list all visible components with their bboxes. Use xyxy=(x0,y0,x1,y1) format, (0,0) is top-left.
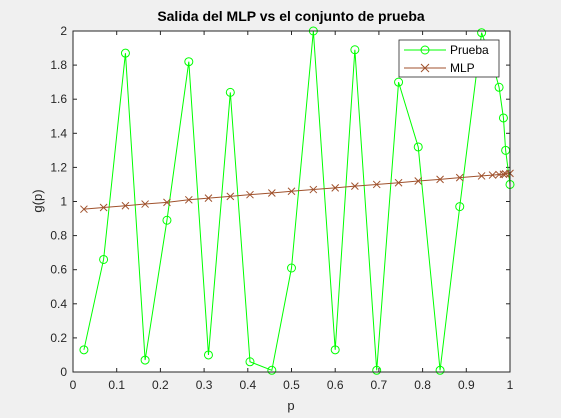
y-tick-label: 2 xyxy=(60,24,67,38)
data-point-mlp xyxy=(351,182,359,191)
data-point-mlp xyxy=(267,189,276,197)
legend-marker-prueba xyxy=(420,45,430,55)
data-point-mlp xyxy=(99,203,108,212)
data-point-mlp xyxy=(204,194,213,202)
x-tick-label: 1 xyxy=(507,378,514,392)
data-point-prueba xyxy=(79,345,89,355)
data-point-mlp xyxy=(226,192,235,201)
x-tick-label: 0.4 xyxy=(239,378,256,392)
data-point-mlp xyxy=(436,175,444,184)
y-tick-label: 0.8 xyxy=(50,229,67,243)
legend-label-mlp: MLP xyxy=(450,61,475,75)
axis-ticks: 0 0.1 0.2 0.3 0.4 0.5 0.6 0.7 0.8 0.9 1 0 0.2 0.4 0.6 0… xyxy=(50,24,513,392)
data-point-prueba xyxy=(287,263,296,273)
y-tick-label: 0.4 xyxy=(50,297,67,311)
legend: Prueba MLP xyxy=(398,39,500,78)
data-point-prueba xyxy=(413,142,423,152)
data-point-mlp xyxy=(184,195,193,204)
data-point-prueba xyxy=(477,28,487,38)
data-point-prueba xyxy=(99,254,109,264)
x-tick-label: 0.9 xyxy=(458,378,475,392)
x-tick-label: 0.5 xyxy=(283,378,300,392)
plot-area xyxy=(73,31,510,372)
y-tick-label: 0 xyxy=(60,365,67,379)
data-point-mlp xyxy=(141,200,149,208)
data-point-prueba xyxy=(184,57,194,67)
x-tick-label: 0 xyxy=(70,378,77,392)
data-point-prueba xyxy=(162,215,172,225)
data-point-prueba xyxy=(498,113,508,123)
data-point-mlp xyxy=(246,190,254,199)
data-point-prueba xyxy=(225,87,235,97)
y-tick-label: 1.8 xyxy=(50,58,67,72)
data-point-prueba xyxy=(494,82,504,92)
x-tick-label: 0.3 xyxy=(196,378,213,392)
data-point-mlp xyxy=(499,170,508,179)
y-tick-label: 0.6 xyxy=(50,263,67,277)
x-tick-label: 0.7 xyxy=(371,378,388,392)
data-point-prueba xyxy=(140,355,150,365)
y-tick-label: 1 xyxy=(60,195,67,209)
plot-frame xyxy=(72,30,511,373)
data-point-mlp xyxy=(309,185,318,194)
data-point-mlp xyxy=(121,201,130,210)
data-point-mlp xyxy=(331,184,340,192)
data-point-mlp xyxy=(394,178,403,187)
legend-label-prueba: Prueba xyxy=(450,43,489,57)
y-tick-label: 1.4 xyxy=(50,126,67,140)
data-point-prueba xyxy=(455,202,465,212)
data-point-mlp xyxy=(477,172,486,180)
data-point-mlp xyxy=(414,177,423,185)
y-tick-label: 1.2 xyxy=(50,160,67,174)
y-tick-label: 0.2 xyxy=(50,331,67,345)
data-point-prueba xyxy=(245,357,255,367)
x-tick-label: 0.8 xyxy=(414,378,431,392)
data-point-mlp xyxy=(287,187,296,196)
y-axis-label: g(p) xyxy=(30,189,45,212)
y-tick-label: 1.6 xyxy=(50,92,67,106)
legend-marker-mlp xyxy=(420,63,430,73)
data-point-mlp xyxy=(80,205,88,214)
data-point-mlp xyxy=(163,198,171,207)
data-point-prueba xyxy=(394,77,404,87)
data-point-prueba xyxy=(203,350,213,360)
x-tick-label: 0.2 xyxy=(152,378,169,392)
data-point-prueba xyxy=(350,45,360,55)
x-tick-label: 0.1 xyxy=(108,378,125,392)
data-point-prueba xyxy=(372,365,382,375)
x-axis-label: p xyxy=(287,398,294,413)
chart-title: Salida del MLP vs el conjunto de prueba xyxy=(157,8,425,24)
data-point-mlp xyxy=(488,171,497,179)
data-point-prueba xyxy=(330,345,340,355)
data-point-mlp xyxy=(455,173,464,182)
data-point-mlp xyxy=(372,180,381,189)
data-point-prueba xyxy=(120,48,130,58)
data-point-prueba xyxy=(267,365,277,375)
legend-box xyxy=(398,39,500,78)
data-point-prueba xyxy=(435,365,445,375)
x-tick-label: 0.6 xyxy=(327,378,344,392)
